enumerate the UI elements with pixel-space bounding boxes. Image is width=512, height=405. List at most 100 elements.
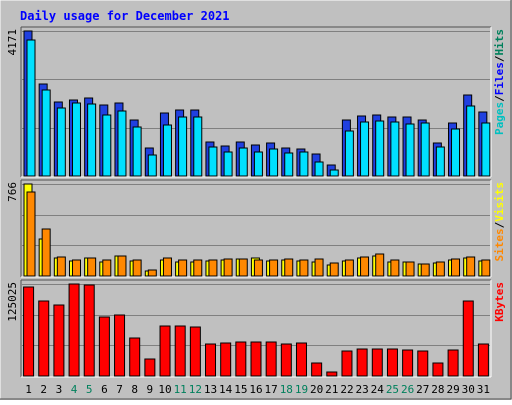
bar-kbytes-16 — [250, 341, 262, 377]
bar-files-13 — [208, 146, 218, 177]
x-tick-label: 28 — [431, 383, 444, 396]
chart-title: Daily usage for December 2021 — [20, 9, 230, 23]
panel-legend: KBytes — [493, 282, 506, 322]
bar-sites-17 — [269, 259, 279, 277]
bar-kbytes-10 — [159, 325, 171, 377]
bar-files-3 — [56, 107, 66, 177]
bar-kbytes-12 — [189, 326, 201, 377]
bar-kbytes-20 — [311, 362, 323, 377]
bar-sites-28 — [435, 261, 445, 277]
bar-files-2 — [41, 89, 51, 177]
x-tick-label: 9 — [147, 383, 154, 396]
bar-sites-15 — [238, 258, 248, 277]
bar-kbytes-11 — [174, 325, 186, 377]
bar-sites-5 — [87, 257, 97, 277]
bar-kbytes-29 — [447, 349, 459, 377]
bar-sites-24 — [375, 253, 385, 277]
bar-kbytes-8 — [129, 337, 141, 377]
bar-sites-14 — [223, 258, 233, 277]
bar-sites-6 — [102, 259, 112, 277]
bar-sites-19 — [299, 259, 309, 277]
bar-files-19 — [299, 151, 309, 177]
bar-files-28 — [435, 146, 445, 177]
bar-kbytes-3 — [53, 304, 65, 377]
panel-legend: Pages/Files/Hits — [493, 29, 506, 135]
bar-sites-11 — [178, 259, 188, 277]
x-tick-label: 19 — [295, 383, 308, 396]
bar-files-7 — [117, 110, 127, 177]
x-tick-label: 18 — [280, 383, 293, 396]
bar-files-20 — [314, 161, 324, 177]
bar-sites-2 — [41, 228, 51, 277]
bar-files-26 — [405, 123, 415, 177]
bar-kbytes-1 — [23, 286, 35, 377]
bar-sites-16 — [253, 259, 263, 277]
bar-sites-10 — [162, 257, 172, 277]
bar-kbytes-27 — [417, 350, 429, 377]
bar-files-12 — [193, 116, 203, 177]
x-tick-label: 13 — [204, 383, 217, 396]
x-tick-label: 30 — [462, 383, 475, 396]
x-tick-label: 27 — [416, 383, 429, 396]
legend-item: / — [493, 221, 506, 228]
bar-sites-29 — [451, 258, 461, 277]
x-tick-label: 15 — [234, 383, 247, 396]
x-tick-label: 10 — [158, 383, 171, 396]
bar-kbytes-19 — [295, 342, 307, 377]
bar-files-31 — [481, 122, 491, 177]
x-tick-label: 23 — [356, 383, 369, 396]
bar-files-16 — [253, 151, 263, 177]
bar-sites-13 — [208, 259, 218, 277]
bar-files-5 — [87, 103, 97, 177]
bar-sites-9 — [147, 269, 157, 277]
bar-kbytes-2 — [38, 300, 50, 377]
bar-kbytes-21 — [326, 371, 338, 377]
x-tick-label: 24 — [371, 383, 385, 396]
x-tick-label: 31 — [477, 383, 490, 396]
bar-files-25 — [390, 121, 400, 177]
panel-2: 766 Sites/Visits — [6, 179, 506, 278]
x-tick-label: 16 — [249, 383, 262, 396]
bar-sites-3 — [56, 256, 66, 277]
x-tick-label: 22 — [340, 383, 353, 396]
bar-files-17 — [269, 148, 279, 177]
bar-sites-18 — [284, 258, 294, 277]
panel-3: 125025 KBytes — [6, 279, 506, 378]
bar-files-11 — [178, 116, 188, 177]
legend-item: Pages — [493, 102, 506, 135]
legend-item: Hits — [493, 29, 506, 56]
x-tick-label: 20 — [310, 383, 323, 396]
bar-kbytes-22 — [341, 350, 353, 377]
bar-files-24 — [375, 120, 385, 177]
bar-sites-21 — [329, 262, 339, 277]
bar-sites-31 — [481, 259, 491, 277]
bar-kbytes-7 — [114, 314, 126, 377]
bar-kbytes-5 — [83, 284, 95, 377]
bar-files-21 — [329, 169, 339, 177]
y-axis-max-label: 4171 — [6, 29, 19, 56]
bar-kbytes-6 — [98, 316, 110, 377]
x-tick-label: 8 — [131, 383, 138, 396]
bar-kbytes-17 — [265, 341, 277, 377]
legend-item: / — [493, 55, 506, 62]
bar-sites-8 — [132, 259, 142, 277]
bar-files-27 — [420, 122, 430, 177]
bar-sites-4 — [71, 259, 81, 277]
bar-files-8 — [132, 126, 142, 177]
bar-sites-23 — [360, 256, 370, 277]
bar-kbytes-31 — [477, 343, 489, 377]
bar-sites-7 — [117, 255, 127, 277]
x-tick-label: 3 — [56, 383, 63, 396]
bar-files-30 — [466, 105, 476, 177]
bar-files-14 — [223, 151, 233, 177]
bar-sites-12 — [193, 259, 203, 277]
bar-files-29 — [451, 128, 461, 177]
bar-kbytes-26 — [402, 349, 414, 377]
bar-files-9 — [147, 154, 157, 177]
bar-kbytes-15 — [235, 341, 247, 377]
bar-sites-30 — [466, 256, 476, 277]
bar-kbytes-28 — [432, 362, 444, 377]
x-tick-label: 21 — [325, 383, 338, 396]
bar-kbytes-23 — [356, 348, 368, 377]
